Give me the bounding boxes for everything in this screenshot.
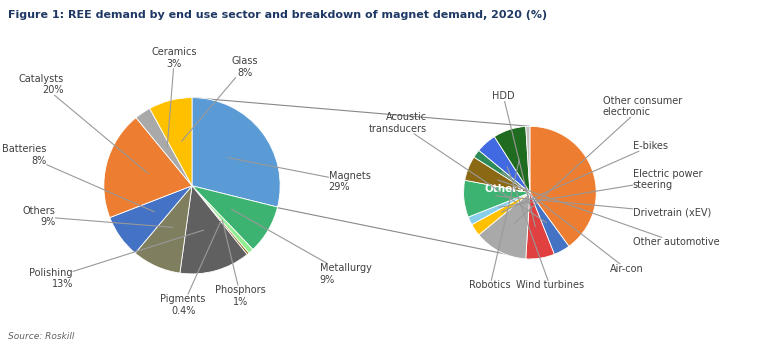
Wedge shape [530,126,596,246]
Text: E-bikes: E-bikes [502,141,667,212]
Wedge shape [192,98,280,207]
Text: Drivetrain (xEV): Drivetrain (xEV) [495,196,711,217]
Wedge shape [472,193,530,235]
Text: Source: Roskill: Source: Roskill [8,332,74,341]
Wedge shape [150,98,192,186]
Text: Batteries
8%: Batteries 8% [2,144,154,212]
Text: Glass
8%: Glass 8% [182,56,258,141]
Wedge shape [478,137,530,193]
Text: Ceramics
3%: Ceramics 3% [151,47,197,147]
Text: Others: Others [485,184,525,194]
Text: Magnets
29%: Magnets 29% [228,158,370,192]
Text: Others
9%: Others 9% [22,206,173,227]
Text: Air-con: Air-con [502,172,644,274]
Text: Catalysts
20%: Catalysts 20% [19,74,148,173]
Wedge shape [468,193,530,225]
Text: Pigments
0.4%: Pigments 0.4% [161,222,220,315]
Text: Polishing
13%: Polishing 13% [29,230,204,289]
Text: HDD: HDD [492,92,535,227]
Wedge shape [464,180,530,217]
Wedge shape [110,186,192,253]
Wedge shape [192,186,249,255]
Text: Electric power
steering: Electric power steering [498,169,702,207]
Text: Robotics: Robotics [469,160,519,290]
Wedge shape [192,186,253,253]
Wedge shape [192,186,277,249]
Wedge shape [495,127,530,193]
Wedge shape [474,150,530,193]
Wedge shape [526,126,530,193]
Wedge shape [526,193,554,259]
Text: Metallurgy
9%: Metallurgy 9% [231,209,372,285]
Text: Acoustic
transducers: Acoustic transducers [369,112,547,223]
Text: Other consumer
electronic: Other consumer electronic [515,96,682,223]
Wedge shape [104,118,192,217]
Wedge shape [136,108,192,186]
Wedge shape [478,193,530,259]
Text: Wind turbines: Wind turbines [507,167,584,290]
Wedge shape [135,186,192,273]
Wedge shape [465,157,530,193]
Wedge shape [180,186,247,274]
Text: Other automotive: Other automotive [498,180,720,247]
Text: Phosphors
1%: Phosphors 1% [215,220,266,307]
Text: Figure 1: REE demand by end use sector and breakdown of magnet demand, 2020 (%): Figure 1: REE demand by end use sector a… [8,10,547,20]
Wedge shape [530,193,569,254]
